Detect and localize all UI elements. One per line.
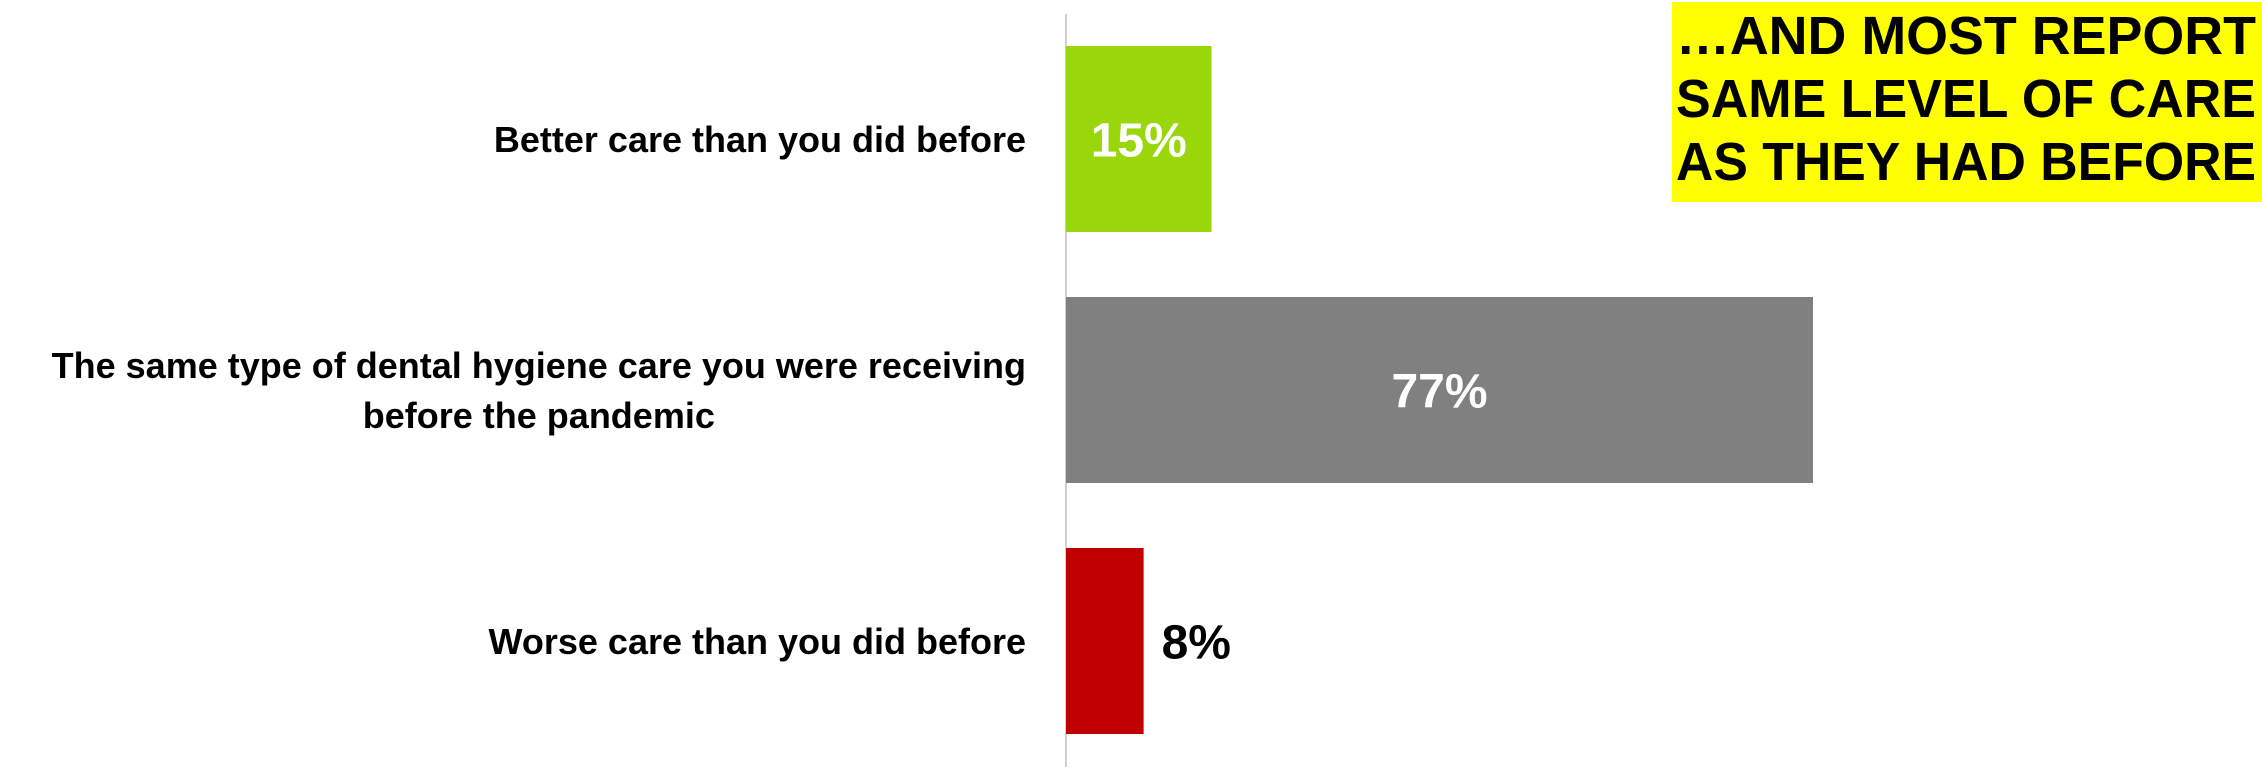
- headline-line-2: SAME LEVEL OF CARE: [1676, 69, 2256, 129]
- category-label-2: The same type of dental hygiene care you…: [52, 345, 1026, 436]
- data-label-1: 15%: [1091, 114, 1187, 167]
- category-label-line: The same type of dental hygiene care you…: [52, 345, 1026, 386]
- headline-line-3: AS THEY HAD BEFORE: [1676, 132, 2256, 192]
- category-label-1: Better care than you did before: [494, 119, 1026, 160]
- bar-2: [1066, 297, 1813, 483]
- headline-highlight: [1672, 2, 2262, 202]
- data-label-3: 8%: [1162, 616, 1231, 669]
- category-label-3: Worse care than you did before: [489, 621, 1026, 662]
- bar-1: [1066, 46, 1212, 232]
- category-label-line: before the pandemic: [363, 395, 715, 436]
- headline-line-1: …AND MOST REPORT: [1676, 6, 2256, 66]
- data-label-2: 77%: [1391, 365, 1487, 418]
- bar-3: [1066, 548, 1144, 734]
